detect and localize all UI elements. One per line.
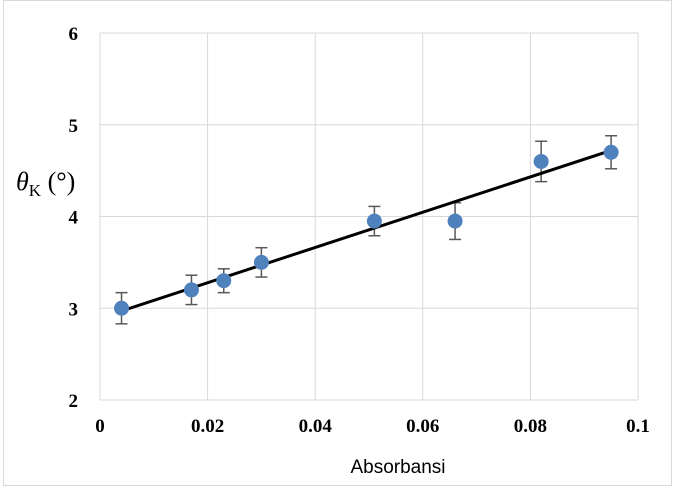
y-tick-label: 5 — [69, 116, 79, 137]
y-tick-label: 6 — [69, 24, 79, 45]
trendline-group — [121, 149, 612, 313]
data-point — [533, 153, 549, 169]
x-tick-label: 0 — [95, 416, 105, 437]
data-points — [114, 144, 619, 316]
data-point — [114, 300, 130, 316]
y-axis-symbol: θ — [16, 167, 29, 196]
x-tick-label: 0.04 — [299, 416, 333, 437]
chart-area — [3, 0, 672, 486]
y-axis-title: θK (°) — [16, 167, 75, 200]
y-tick-label: 2 — [69, 391, 79, 412]
x-tick-label: 0.1 — [626, 416, 650, 437]
data-point — [216, 273, 232, 289]
x-axis-title: Absorbansi — [350, 457, 445, 478]
data-point — [603, 144, 619, 160]
x-tick-label: 0.02 — [191, 416, 224, 437]
data-point — [253, 254, 269, 270]
y-tick-labels: 2 3 4 5 6 — [69, 24, 79, 412]
y-axis-unit: (°) — [41, 167, 75, 196]
x-tick-label: 0.08 — [514, 416, 547, 437]
y-axis-subscript: K — [29, 181, 42, 200]
data-point — [366, 213, 382, 229]
y-tick-label: 4 — [69, 208, 79, 229]
x-tick-label: 0.06 — [406, 416, 439, 437]
y-tick-label: 3 — [69, 299, 79, 320]
gridlines — [99, 32, 639, 401]
trendline — [121, 149, 612, 313]
data-point — [183, 282, 199, 298]
x-tick-labels: 0 0.02 0.04 0.06 0.08 0.1 — [95, 416, 650, 437]
data-point — [447, 213, 463, 229]
